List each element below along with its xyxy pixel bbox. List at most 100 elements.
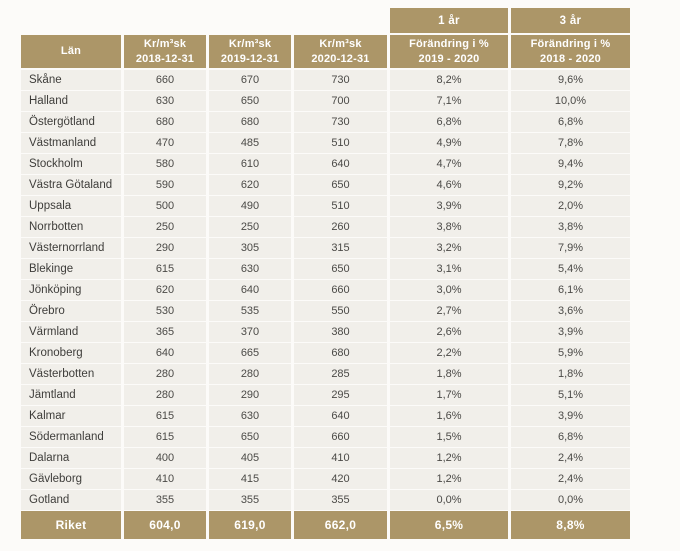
cell-change-1yr: 4,6% bbox=[390, 175, 508, 195]
col-header-price-2018-line1: Kr/m³sk bbox=[143, 37, 187, 50]
column-header-row: Län Kr/m³sk 2018-12-31 Kr/m³sk 2019-12-3… bbox=[21, 35, 630, 68]
table-row: Kalmar 615 630 640 1,6% 3,9% bbox=[21, 406, 630, 426]
footer-change-1yr: 6,5% bbox=[390, 511, 508, 539]
cell-price-2020: 660 bbox=[294, 280, 387, 300]
cell-change-1yr: 1,7% bbox=[390, 385, 508, 405]
cell-change-3yr: 3,9% bbox=[511, 322, 630, 342]
cell-price-2020: 420 bbox=[294, 469, 387, 489]
cell-price-2018: 410 bbox=[124, 469, 206, 489]
cell-change-1yr: 3,1% bbox=[390, 259, 508, 279]
cell-lan: Kalmar bbox=[21, 406, 121, 426]
cell-price-2020: 730 bbox=[294, 112, 387, 132]
cell-price-2018: 280 bbox=[124, 364, 206, 384]
table-row: Stockholm 580 610 640 4,7% 9,4% bbox=[21, 154, 630, 174]
cell-change-3yr: 0,0% bbox=[511, 490, 630, 510]
cell-price-2020: 510 bbox=[294, 196, 387, 216]
table-row: Västernorrland 290 305 315 3,2% 7,9% bbox=[21, 238, 630, 258]
cell-change-3yr: 6,8% bbox=[511, 112, 630, 132]
cell-change-1yr: 1,8% bbox=[390, 364, 508, 384]
col-header-change-1yr-line1: Förändring i % bbox=[409, 37, 489, 50]
footer-change-3yr: 8,8% bbox=[511, 511, 630, 539]
cell-price-2018: 590 bbox=[124, 175, 206, 195]
cell-lan: Stockholm bbox=[21, 154, 121, 174]
cell-lan: Södermanland bbox=[21, 427, 121, 447]
cell-price-2020: 295 bbox=[294, 385, 387, 405]
cell-price-2018: 500 bbox=[124, 196, 206, 216]
cell-price-2018: 365 bbox=[124, 322, 206, 342]
cell-lan: Uppsala bbox=[21, 196, 121, 216]
cell-price-2019: 630 bbox=[209, 259, 291, 279]
cell-lan: Jämtland bbox=[21, 385, 121, 405]
cell-change-3yr: 10,0% bbox=[511, 91, 630, 111]
col-header-change-3yr: Förändring i % 2018 - 2020 bbox=[511, 35, 630, 68]
forest-price-table: 1 år 3 år Län Kr/m³sk 2018-12-31 Kr/m³sk… bbox=[21, 8, 630, 539]
footer-price-2020: 662,0 bbox=[294, 511, 387, 539]
cell-lan: Västernorrland bbox=[21, 238, 121, 258]
cell-lan: Skåne bbox=[21, 70, 121, 90]
cell-price-2020: 730 bbox=[294, 70, 387, 90]
table-row: Dalarna 400 405 410 1,2% 2,4% bbox=[21, 448, 630, 468]
cell-change-1yr: 7,1% bbox=[390, 91, 508, 111]
cell-lan: Värmland bbox=[21, 322, 121, 342]
cell-price-2018: 290 bbox=[124, 238, 206, 258]
cell-change-3yr: 5,4% bbox=[511, 259, 630, 279]
cell-price-2020: 640 bbox=[294, 406, 387, 426]
table-row: Uppsala 500 490 510 3,9% 2,0% bbox=[21, 196, 630, 216]
footer-row-riket: Riket 604,0 619,0 662,0 6,5% 8,8% bbox=[21, 511, 630, 539]
cell-price-2018: 530 bbox=[124, 301, 206, 321]
cell-price-2020: 355 bbox=[294, 490, 387, 510]
cell-price-2020: 660 bbox=[294, 427, 387, 447]
table-row: Östergötland 680 680 730 6,8% 6,8% bbox=[21, 112, 630, 132]
cell-lan: Västerbotten bbox=[21, 364, 121, 384]
col-header-change-1yr: Förändring i % 2019 - 2020 bbox=[390, 35, 508, 68]
cell-lan: Halland bbox=[21, 91, 121, 111]
table-row: Skåne 660 670 730 8,2% 9,6% bbox=[21, 70, 630, 90]
cell-price-2020: 650 bbox=[294, 259, 387, 279]
cell-price-2019: 290 bbox=[209, 385, 291, 405]
cell-change-3yr: 7,8% bbox=[511, 133, 630, 153]
col-header-price-2020: Kr/m³sk 2020-12-31 bbox=[294, 35, 387, 68]
cell-lan: Västmanland bbox=[21, 133, 121, 153]
cell-lan: Dalarna bbox=[21, 448, 121, 468]
table-row: Värmland 365 370 380 2,6% 3,9% bbox=[21, 322, 630, 342]
cell-change-1yr: 1,2% bbox=[390, 448, 508, 468]
cell-price-2019: 355 bbox=[209, 490, 291, 510]
cell-change-3yr: 5,1% bbox=[511, 385, 630, 405]
footer-riket-label: Riket bbox=[21, 511, 121, 539]
cell-change-3yr: 3,6% bbox=[511, 301, 630, 321]
table-row: Kronoberg 640 665 680 2,2% 5,9% bbox=[21, 343, 630, 363]
cell-change-3yr: 2,4% bbox=[511, 448, 630, 468]
cell-price-2018: 615 bbox=[124, 406, 206, 426]
cell-lan: Norrbotten bbox=[21, 217, 121, 237]
cell-price-2020: 680 bbox=[294, 343, 387, 363]
cell-price-2019: 610 bbox=[209, 154, 291, 174]
table-row: Södermanland 615 650 660 1,5% 6,8% bbox=[21, 427, 630, 447]
table-row: Jönköping 620 640 660 3,0% 6,1% bbox=[21, 280, 630, 300]
cell-price-2018: 250 bbox=[124, 217, 206, 237]
cell-change-3yr: 9,4% bbox=[511, 154, 630, 174]
cell-lan: Kronoberg bbox=[21, 343, 121, 363]
cell-price-2019: 630 bbox=[209, 406, 291, 426]
cell-price-2018: 280 bbox=[124, 385, 206, 405]
table-row: Örebro 530 535 550 2,7% 3,6% bbox=[21, 301, 630, 321]
cell-change-1yr: 3,9% bbox=[390, 196, 508, 216]
cell-price-2018: 470 bbox=[124, 133, 206, 153]
cell-price-2018: 400 bbox=[124, 448, 206, 468]
col-header-price-2018-line2: 2018-12-31 bbox=[135, 52, 195, 65]
cell-lan: Gotland bbox=[21, 490, 121, 510]
cell-price-2019: 280 bbox=[209, 364, 291, 384]
cell-lan: Blekinge bbox=[21, 259, 121, 279]
cell-price-2020: 550 bbox=[294, 301, 387, 321]
cell-price-2019: 250 bbox=[209, 217, 291, 237]
col-header-change-3yr-line2: 2018 - 2020 bbox=[540, 52, 601, 65]
cell-change-1yr: 2,6% bbox=[390, 322, 508, 342]
cell-price-2020: 700 bbox=[294, 91, 387, 111]
table-row: Västerbotten 280 280 285 1,8% 1,8% bbox=[21, 364, 630, 384]
cell-change-3yr: 2,4% bbox=[511, 469, 630, 489]
cell-price-2019: 370 bbox=[209, 322, 291, 342]
cell-change-1yr: 1,5% bbox=[390, 427, 508, 447]
cell-price-2018: 620 bbox=[124, 280, 206, 300]
cell-price-2018: 615 bbox=[124, 259, 206, 279]
cell-change-1yr: 0,0% bbox=[390, 490, 508, 510]
cell-change-1yr: 6,8% bbox=[390, 112, 508, 132]
